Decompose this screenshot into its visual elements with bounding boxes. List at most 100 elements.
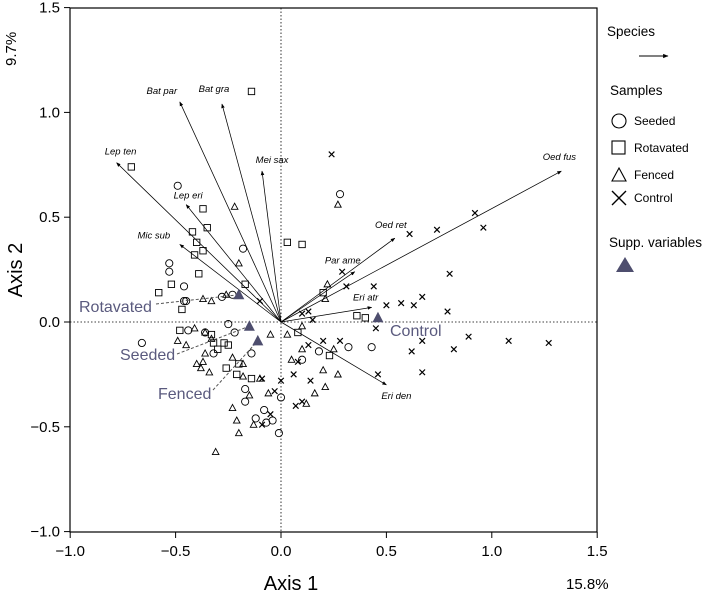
- x-tick-label: −1.0: [55, 543, 85, 560]
- sample-fenced-point: [321, 294, 330, 302]
- sample-seeded-point: [367, 343, 376, 352]
- sample-rotavated-point: [222, 364, 230, 372]
- sample-fenced-point: [211, 447, 220, 456]
- sample-rotavated-point: [247, 374, 256, 383]
- y-tick-label: 1.0: [39, 104, 60, 121]
- sample-control-point: [471, 209, 479, 217]
- x-tick-label: 1.5: [587, 543, 608, 560]
- supp-marker: [233, 288, 245, 300]
- y-tick-label: 0.5: [39, 209, 60, 226]
- x-tick-label: 0.0: [271, 543, 292, 560]
- sample-control-point: [410, 302, 418, 309]
- plot-area-frame: [69, 7, 598, 533]
- sample-control-point: [307, 377, 314, 384]
- sample-seeded-point: [247, 349, 256, 358]
- sample-rotavated-point: [361, 314, 369, 322]
- species-arrow: [179, 244, 282, 323]
- sample-rotavated-point: [283, 238, 291, 247]
- sample-control-point: [419, 293, 426, 301]
- supp-label: Fenced: [158, 386, 211, 403]
- sample-control-point: [305, 308, 312, 315]
- sample-rotavated-point: [224, 341, 232, 349]
- sample-control-point: [397, 299, 405, 307]
- sample-fenced-point: [222, 290, 231, 298]
- x-tick-label: 0.5: [376, 543, 397, 560]
- sample-control-point: [450, 346, 458, 353]
- sample-seeded-point: [209, 349, 218, 358]
- sample-control-point: [338, 268, 346, 275]
- sample-control-point: [370, 283, 377, 290]
- sample-fenced-point: [239, 372, 248, 380]
- sample-rotavated-point: [325, 351, 334, 360]
- species-arrows: Bat par Bat gra Lep ten Mei sax Oed fus Lep e…: [105, 84, 577, 402]
- sample-rotavated-point: [294, 328, 302, 337]
- supp-label: Rotavated: [79, 299, 152, 316]
- sample-fenced-point: [201, 348, 210, 357]
- sample-fenced-point: [207, 334, 216, 342]
- sample-control-point: [433, 226, 441, 234]
- sample-fenced-point: [190, 323, 199, 332]
- sample-control-point: [290, 371, 297, 378]
- x-variance-label: 15.8%: [566, 576, 609, 593]
- sample-fenced-point: [198, 357, 208, 365]
- sample-seeded-point: [268, 416, 277, 425]
- sample-fenced-point: [319, 365, 328, 374]
- sample-control-point: [258, 375, 266, 382]
- legend-supp-title: Supp. variables: [609, 235, 702, 250]
- sample-rotavated-point: [195, 270, 203, 278]
- species-arrow: [179, 101, 282, 323]
- species-arrow: [280, 321, 387, 386]
- sample-fenced-point: [234, 258, 243, 267]
- sample-control-point: [465, 333, 472, 340]
- sample-seeded-point: [173, 181, 182, 190]
- sample-control-point: [444, 308, 451, 315]
- sample-control-point: [372, 325, 380, 332]
- legend: Species Samples Seeded Rotavated Fenced …: [607, 24, 702, 272]
- sample-seeded-point: [241, 385, 250, 394]
- sample-points: [127, 87, 552, 456]
- sample-fenced-point: [196, 363, 205, 372]
- sample-fenced-point: [333, 369, 342, 378]
- supp-leader-line: [176, 325, 250, 355]
- legend-samples-title: Samples: [610, 83, 663, 98]
- species-label: Lep eri: [174, 191, 204, 202]
- sample-rotavated-point: [176, 326, 184, 335]
- species-label: Eri den: [381, 391, 411, 402]
- sample-fenced-point: [173, 336, 182, 344]
- sample-control-point: [292, 402, 299, 410]
- sample-seeded-point: [179, 296, 189, 306]
- sample-fenced-point: [230, 202, 239, 210]
- sample-control-point: [277, 377, 285, 384]
- supp-marker: [252, 334, 264, 346]
- sample-fenced-point: [207, 296, 216, 305]
- sample-control-point: [545, 339, 552, 347]
- sample-seeded-point: [230, 328, 239, 337]
- supp-marker: [372, 311, 384, 323]
- sample-seeded-point: [276, 393, 286, 402]
- sample-control-point: [309, 316, 316, 324]
- y-tick-label: 0.0: [39, 314, 60, 331]
- y-variance-label: 9.7%: [3, 32, 20, 66]
- species-arrow: [221, 103, 282, 323]
- species-label: Lep ten: [105, 147, 137, 158]
- sample-fenced-point: [205, 367, 214, 376]
- sample-fenced-point: [283, 330, 292, 338]
- sample-rotavated-point: [319, 289, 327, 297]
- sample-fenced-point: [333, 200, 342, 208]
- axis-ticks: −1.0 −0.5 0.0 0.5 1.0 1.5 −1.0 −0.5 0.0 0.5 1.0 1.5: [30, 0, 607, 560]
- sample-seeded-point: [298, 355, 307, 364]
- sample-control-point: [383, 302, 390, 309]
- x-tick-label: −0.5: [161, 543, 191, 560]
- sample-fenced-point: [266, 330, 275, 338]
- sample-rotavated-point: [188, 228, 197, 236]
- species-label: Mei sax: [256, 155, 290, 166]
- sample-rotavated-point: [167, 280, 176, 288]
- sample-seeded-point: [137, 338, 146, 348]
- species-arrow: [280, 170, 562, 323]
- sample-fenced-point: [192, 359, 201, 367]
- sample-fenced-point: [228, 403, 237, 411]
- sample-fenced-point: [249, 420, 258, 428]
- sample-fenced-point: [228, 353, 237, 361]
- sample-control-point: [267, 410, 274, 418]
- sample-seeded-point: [239, 244, 248, 253]
